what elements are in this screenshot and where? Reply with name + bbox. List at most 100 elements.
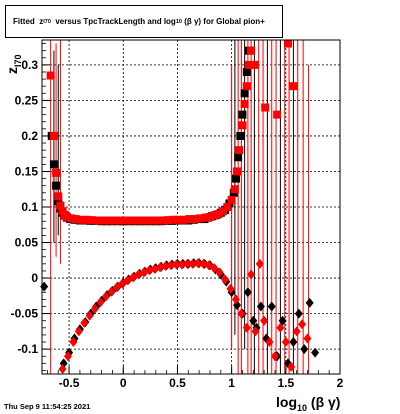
x-axis-label: log10 (β γ) — [276, 394, 341, 413]
data-point-diamond — [172, 259, 181, 270]
y-tick-label: 0 — [31, 271, 38, 285]
data-point-square — [234, 153, 243, 162]
data-point-diamond — [215, 267, 224, 278]
data-point-square — [231, 174, 240, 183]
title-pre: Fitted — [13, 17, 35, 26]
data-point-square — [56, 201, 65, 210]
data-point-diamond — [210, 263, 219, 274]
data-point-diamond — [80, 317, 89, 328]
data-point-square — [238, 121, 247, 130]
data-point-diamond — [156, 262, 165, 273]
data-point-square — [244, 60, 253, 69]
data-point-square — [230, 185, 239, 194]
data-point-diamond — [40, 281, 49, 292]
data-point-diamond — [289, 337, 298, 348]
tick-labels: -0.5 0 0.5 1 1.5 2 -0.1 -0.05 0 0.05 0.1 0.15 0.2 0.2… — [11, 58, 344, 390]
data-point-diamond — [194, 258, 203, 269]
data-point-square — [54, 192, 63, 201]
data-point-diamond — [69, 337, 78, 348]
y-tick-label: 0.2 — [21, 129, 38, 143]
data-point-square — [54, 197, 63, 206]
data-point-square — [185, 215, 194, 224]
data-point-diamond — [118, 278, 127, 289]
data-point-square — [289, 82, 298, 91]
data-point-diamond — [303, 333, 312, 344]
data-point-square — [190, 215, 199, 224]
data-point-square — [236, 131, 245, 140]
title-z: z — [39, 17, 44, 26]
y-tick-label: -0.05 — [11, 307, 39, 321]
x-tick-label: 1 — [228, 376, 235, 390]
chart-title: Fitted z I70 versus TpcTrackLength and lo… — [5, 5, 283, 38]
data-point-square — [242, 67, 251, 76]
error-bars — [50, 40, 310, 374]
data-point-diamond — [96, 297, 105, 308]
data-point-square — [240, 89, 249, 98]
data-point-diamond — [298, 319, 307, 330]
x-tick-label: 0.5 — [169, 376, 186, 390]
x-tick-label: 0 — [120, 376, 127, 390]
data-point-diamond — [243, 287, 252, 298]
x-tick-label: 1.5 — [277, 376, 294, 390]
data-point-diamond — [226, 283, 235, 294]
data-point-square — [71, 215, 80, 224]
data-point-square — [235, 146, 244, 155]
data-point-diamond — [101, 291, 110, 302]
data-point-square — [250, 60, 259, 69]
data-point-diamond — [85, 310, 94, 321]
data-point-diamond — [265, 337, 274, 348]
data-point-square — [109, 216, 118, 225]
data-point-square — [152, 216, 161, 225]
x-tick-label: -0.5 — [59, 376, 80, 390]
data-point-diamond — [260, 315, 269, 326]
data-point-diamond — [311, 347, 320, 358]
y-axis-label: zI70 — [4, 54, 23, 74]
data-point-square — [147, 216, 156, 225]
data-point-square — [218, 207, 227, 216]
data-point-diamond — [221, 274, 230, 285]
data-point-square — [238, 110, 247, 119]
y-tick-label: 0.05 — [15, 236, 39, 250]
data-point-diamond — [305, 297, 314, 308]
data-point-diamond — [287, 361, 296, 372]
data-point-square — [179, 215, 188, 224]
data-point-diamond — [161, 260, 170, 271]
y-tick-label: -0.1 — [17, 342, 38, 356]
data-point-diamond — [276, 322, 285, 333]
data-point-diamond — [255, 258, 264, 269]
data-point-square — [205, 212, 214, 221]
data-point-square — [240, 99, 249, 108]
data-point-diamond — [145, 265, 154, 276]
data-point-square — [93, 216, 102, 225]
data-point-diamond — [270, 351, 279, 362]
data-point-diamond — [58, 364, 67, 375]
data-point-square — [52, 181, 61, 190]
data-point-square — [223, 203, 232, 211]
data-point-diamond — [251, 326, 260, 337]
data-point-square — [210, 211, 219, 220]
data-markers — [40, 39, 320, 375]
data-point-diamond — [249, 315, 258, 326]
data-point-diamond — [267, 301, 276, 312]
data-point-diamond — [112, 282, 121, 293]
data-point-square — [87, 216, 96, 225]
y-tick-label: 0.15 — [15, 164, 39, 178]
data-point-diamond — [166, 260, 175, 271]
data-point-diamond — [150, 263, 159, 274]
title-mid: versus TpcTrackLength and log — [55, 17, 176, 26]
data-point-diamond — [64, 351, 73, 362]
data-point-diamond — [74, 326, 83, 337]
data-point-square — [174, 215, 183, 224]
data-point-square — [49, 131, 58, 140]
data-point-square — [283, 39, 292, 48]
data-point-square — [247, 46, 256, 55]
x-tick-label: 2 — [337, 376, 344, 390]
data-point-square — [77, 215, 86, 224]
data-point-square — [62, 212, 71, 221]
data-point-square — [227, 195, 236, 204]
data-point-square — [136, 216, 145, 225]
title-z-sub: I70 — [43, 18, 51, 25]
data-point-square — [158, 216, 167, 225]
y-tick-label: 0.25 — [15, 93, 39, 107]
data-point-square — [169, 215, 178, 224]
